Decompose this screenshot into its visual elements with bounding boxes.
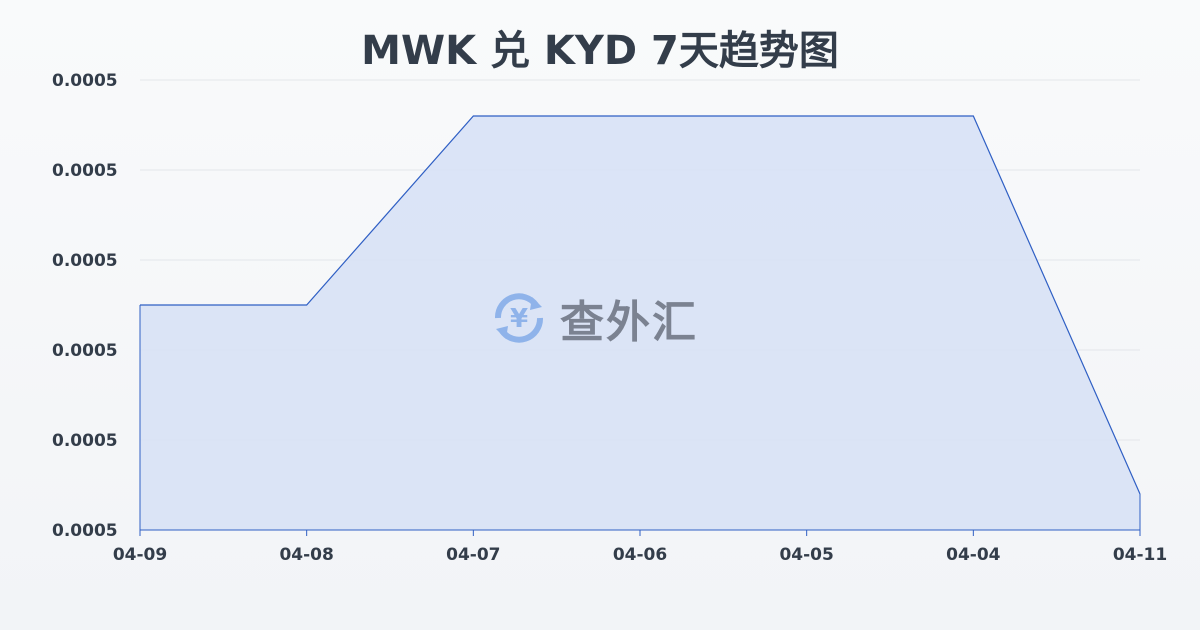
y-tick-label: 0.0005 <box>52 161 118 181</box>
area-fill <box>140 116 1140 530</box>
x-tick-label: 04-06 <box>613 545 667 565</box>
x-tick-label: 04-09 <box>113 545 167 565</box>
x-tick-label: 04-07 <box>446 545 500 565</box>
chart-title: MWK 兑 KYD 7天趋势图 <box>361 28 839 74</box>
y-tick-label: 0.0005 <box>52 521 118 541</box>
watermark: ¥ 查外汇 <box>488 286 698 350</box>
y-tick-label: 0.0005 <box>52 251 118 271</box>
x-tick-label: 04-08 <box>279 545 333 565</box>
y-tick-label: 0.0005 <box>52 341 118 361</box>
x-tick-label: 04-11 <box>1113 545 1167 565</box>
y-tick-label: 0.0005 <box>52 71 118 91</box>
yen-exchange-icon: ¥ <box>494 293 544 343</box>
x-tick-label: 04-05 <box>779 545 833 565</box>
x-tick-label: 04-04 <box>946 545 1001 565</box>
watermark-text: 查外汇 <box>560 297 698 348</box>
y-tick-label: 0.0005 <box>52 431 118 451</box>
svg-text:¥: ¥ <box>510 304 528 334</box>
